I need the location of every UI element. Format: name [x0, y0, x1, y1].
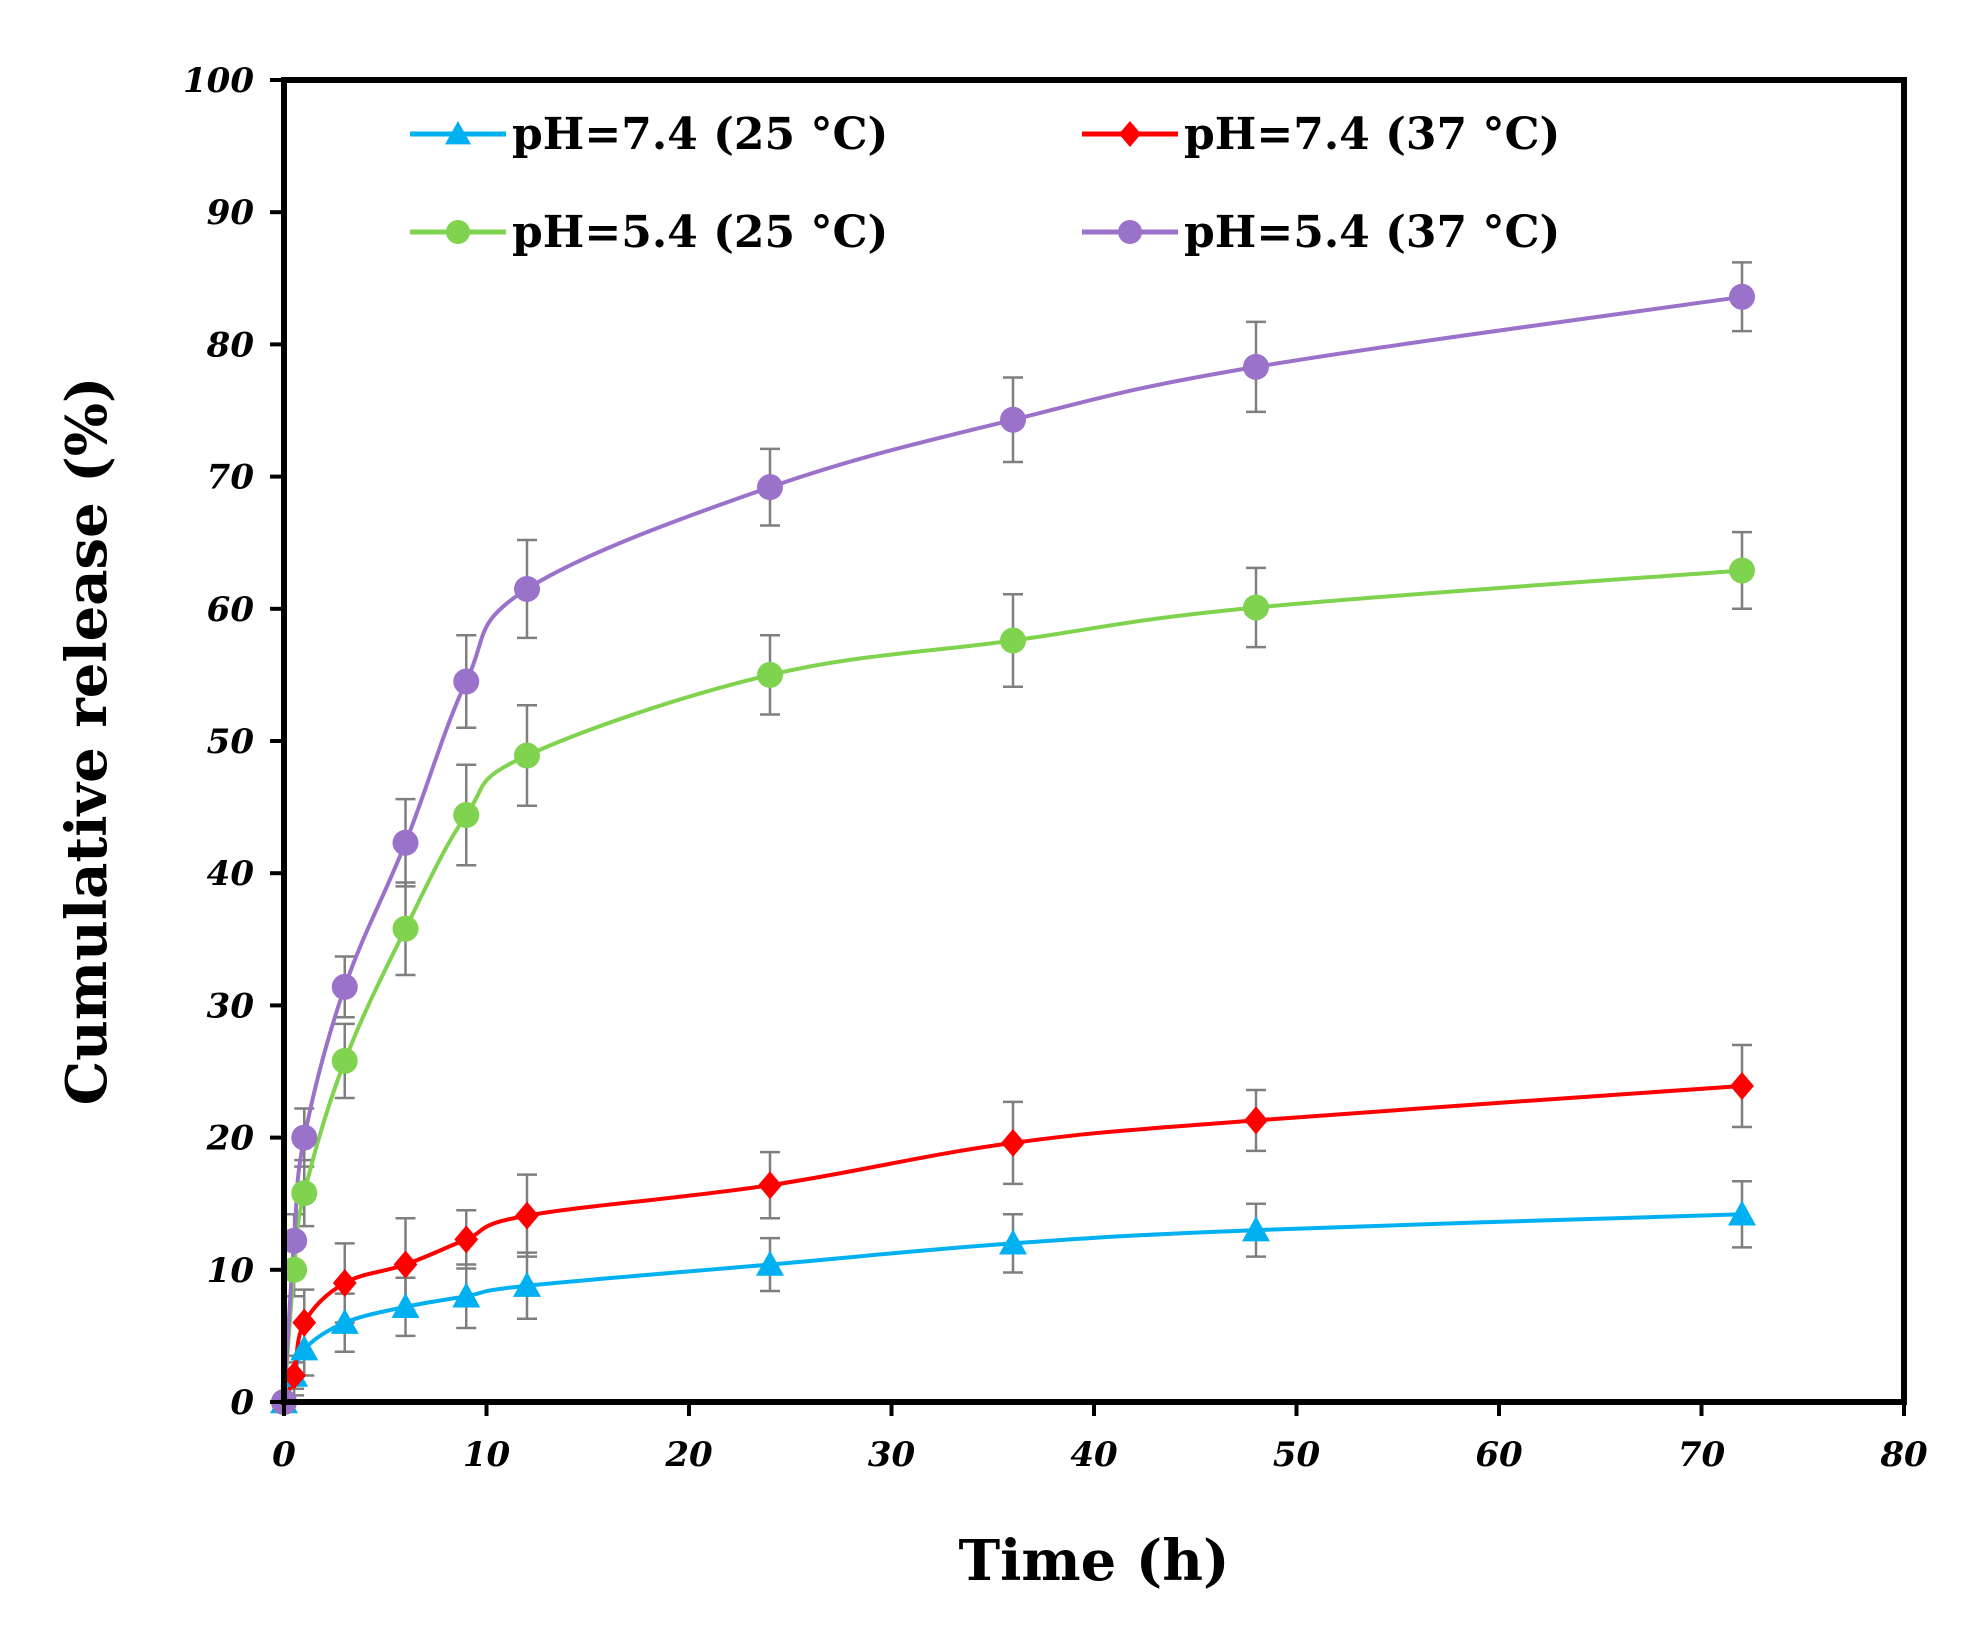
- y-tick-label: 100: [183, 61, 254, 101]
- markers-layer: [270, 283, 1756, 1416]
- y-tick-label: 50: [207, 722, 255, 762]
- data-point-series-2: [514, 742, 540, 769]
- data-point-series-0: [513, 1271, 541, 1297]
- data-point-series-3: [392, 829, 419, 856]
- legend-entry-0: pH=7.4 (25 °C): [410, 109, 888, 160]
- data-point-series-1: [332, 1269, 357, 1298]
- data-point-series-3: [757, 474, 783, 501]
- x-tick-label: 80: [1879, 1435, 1928, 1475]
- legend-label: pH=7.4 (25 °C): [512, 109, 888, 160]
- legend: pH=7.4 (25 °C) pH=7.4 (37 °C) pH=5.4 (25 °…: [410, 109, 1560, 258]
- legend-swatch-marker: [446, 220, 470, 244]
- data-point-series-0: [391, 1292, 420, 1319]
- x-tick-label: 20: [664, 1435, 713, 1475]
- data-point-series-2: [291, 1180, 318, 1207]
- legend-label: pH=5.4 (25 °C): [512, 207, 888, 258]
- x-tick-label: 10: [463, 1435, 511, 1475]
- legend-label: pH=7.4 (37 °C): [1184, 109, 1560, 160]
- x-tick-label: 40: [1070, 1435, 1118, 1475]
- y-tick-label: 30: [207, 986, 255, 1026]
- data-point-series-0: [452, 1282, 481, 1308]
- x-tick-label: 60: [1475, 1435, 1523, 1475]
- data-point-series-2: [281, 1256, 308, 1283]
- x-tick-label: 70: [1678, 1435, 1726, 1475]
- data-point-series-1: [454, 1225, 479, 1254]
- x-axis-title: Time (h): [958, 1528, 1229, 1594]
- legend-entry-1: pH=7.4 (37 °C): [1082, 109, 1560, 160]
- y-tick-label: 80: [206, 325, 255, 365]
- data-point-series-3: [514, 575, 540, 602]
- data-point-series-2: [1000, 627, 1026, 654]
- error-bars-layer: [284, 261, 1752, 1397]
- data-point-series-2: [453, 802, 480, 829]
- data-point-series-3: [453, 668, 480, 695]
- data-point-series-1: [1730, 1072, 1754, 1101]
- data-point-series-2: [757, 661, 783, 688]
- legend-label: pH=5.4 (37 °C): [1184, 207, 1560, 258]
- data-point-series-3: [291, 1124, 318, 1151]
- data-point-series-1: [292, 1308, 317, 1337]
- data-point-series-1: [1001, 1128, 1025, 1157]
- data-point-series-2: [1729, 557, 1755, 584]
- data-point-series-1: [393, 1250, 418, 1279]
- data-point-series-0: [999, 1229, 1027, 1255]
- series-line-2: [282, 568, 1744, 1404]
- legend-entry-3: pH=5.4 (37 °C): [1082, 207, 1560, 258]
- data-point-series-3: [1729, 283, 1755, 310]
- legend-entry-2: pH=5.4 (25 °C): [410, 207, 888, 258]
- ticks-layer: 0 10 20 30 40 50 60 70 80 0 10 20 30 40 50 60 70 80 90 100: [183, 61, 1928, 1475]
- x-tick-label: 30: [868, 1435, 916, 1475]
- data-point-series-0: [290, 1335, 319, 1361]
- y-tick-label: 90: [207, 193, 255, 233]
- data-point-series-3: [331, 973, 358, 1000]
- y-tick-label: 40: [207, 854, 255, 894]
- series-line-0: [282, 1212, 1744, 1404]
- x-tick-label: 0: [272, 1435, 296, 1475]
- data-point-series-0: [1728, 1200, 1756, 1226]
- data-point-series-0: [756, 1250, 784, 1276]
- legend-swatch-marker: [1118, 220, 1142, 244]
- data-point-series-3: [1243, 353, 1269, 380]
- data-point-series-0: [1242, 1216, 1270, 1242]
- y-axis-title: Cumulative release (%): [54, 377, 120, 1106]
- data-point-series-2: [1243, 594, 1269, 621]
- legend-swatch-marker: [1118, 121, 1142, 147]
- data-point-series-3: [1000, 406, 1026, 433]
- data-point-series-2: [392, 915, 419, 942]
- y-tick-label: 70: [207, 458, 255, 498]
- data-point-series-1: [758, 1171, 782, 1200]
- data-point-series-1: [1244, 1106, 1268, 1135]
- data-point-series-0: [330, 1308, 359, 1334]
- y-tick-label: 10: [207, 1251, 255, 1291]
- data-point-series-1: [282, 1361, 307, 1390]
- y-tick-label: 20: [206, 1119, 255, 1159]
- data-point-series-3: [281, 1227, 308, 1254]
- y-tick-label: 60: [207, 590, 255, 630]
- data-point-series-1: [515, 1201, 539, 1230]
- y-tick-label: 0: [230, 1383, 254, 1423]
- x-tick-label: 50: [1273, 1435, 1321, 1475]
- data-point-series-2: [331, 1047, 358, 1074]
- legend-swatch-marker: [445, 121, 471, 145]
